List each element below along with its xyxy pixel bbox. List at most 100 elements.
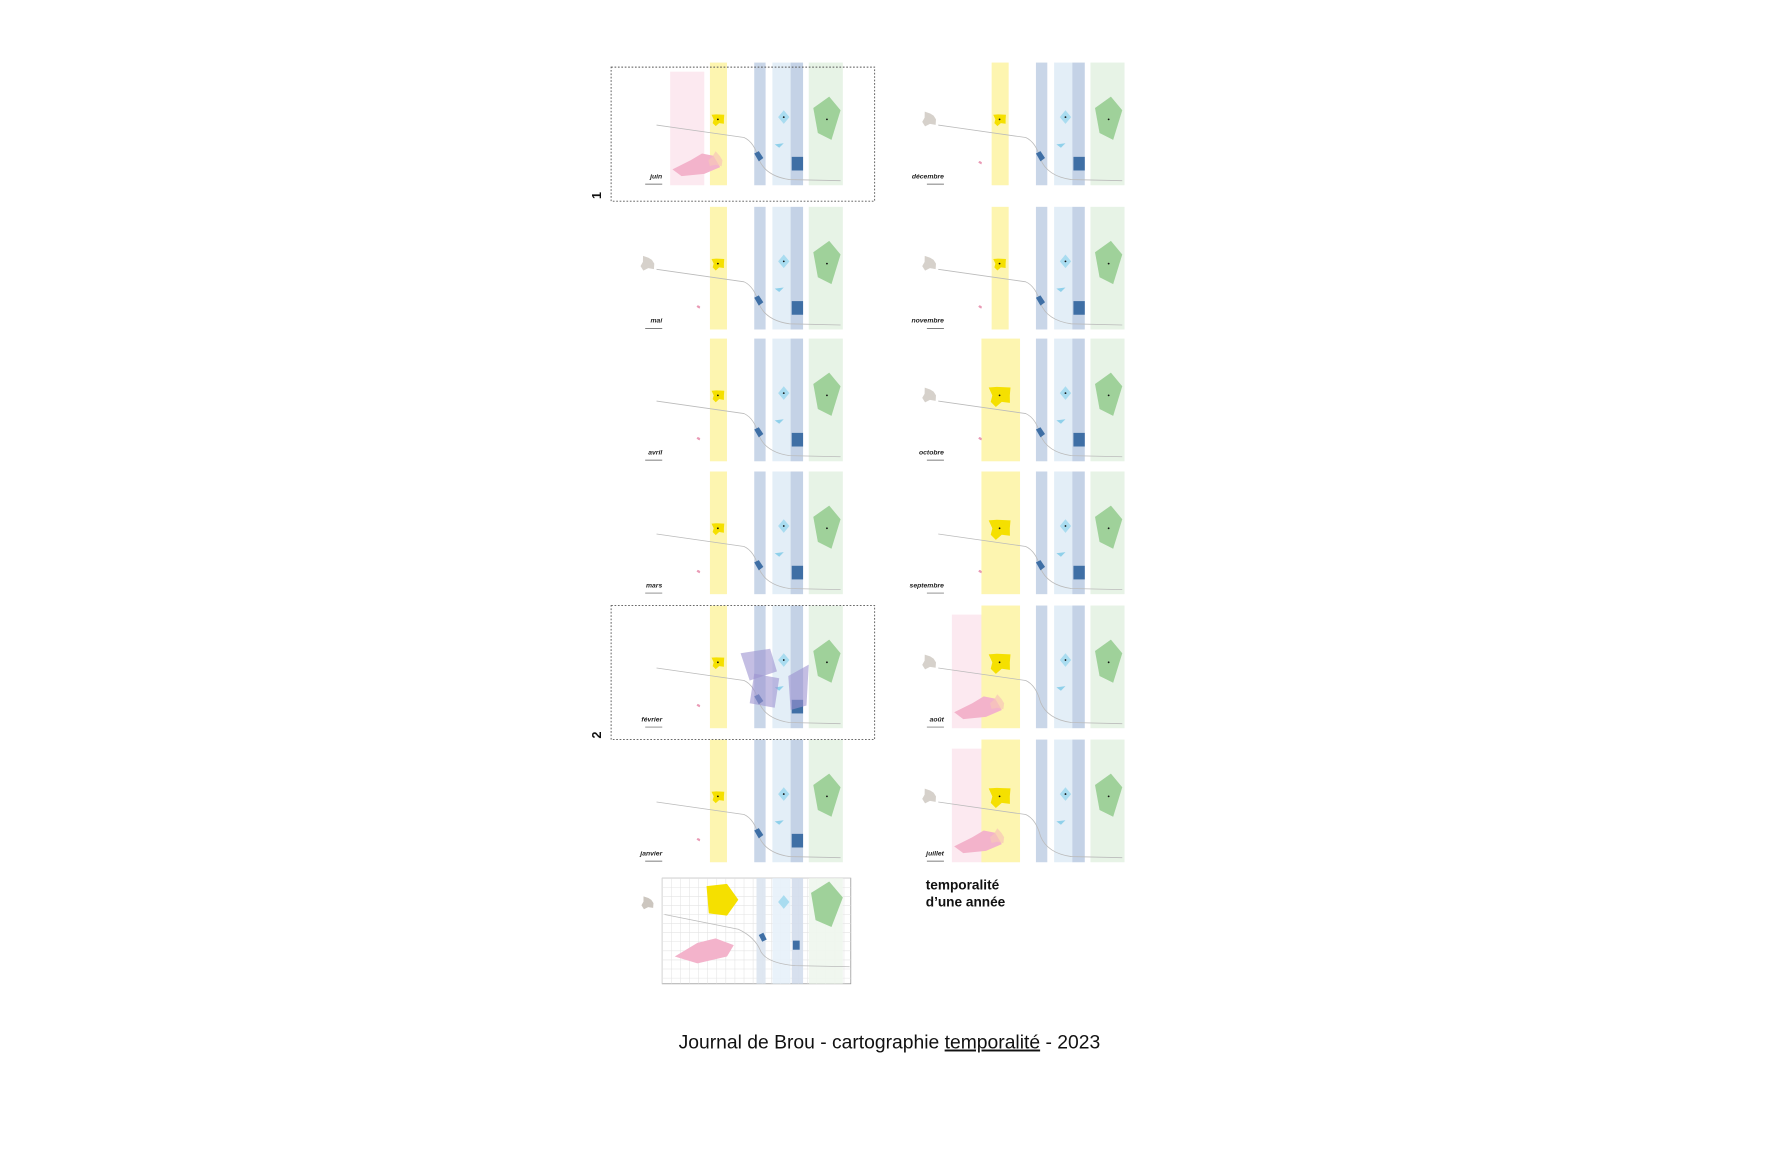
lightblue-band: [1054, 338, 1073, 462]
blue-band: [1072, 605, 1085, 729]
panel: août: [922, 605, 1125, 729]
cyan-dash: [1056, 419, 1066, 424]
point: [716, 394, 719, 397]
caption: Journal de Brou - cartographie temporali…: [679, 1033, 1101, 1054]
yellow-band: [991, 62, 1009, 186]
blue-band: [1072, 739, 1085, 863]
yellow-blob: [988, 787, 1011, 808]
lightblue-band: [772, 471, 791, 595]
green-poly: [813, 240, 841, 285]
cyan-dash: [774, 143, 784, 148]
cyan-dash: [1056, 552, 1066, 557]
yellow-blob: [711, 390, 725, 403]
route: [664, 914, 850, 968]
blue-band: [790, 471, 804, 595]
yellow-blob: [706, 883, 739, 916]
yellow-band: [709, 338, 727, 462]
pink-dot: [696, 305, 701, 309]
blue-band: [754, 338, 766, 462]
cyan-dash: [774, 419, 784, 424]
point: [1107, 527, 1110, 530]
point: [998, 118, 1001, 121]
point: [1064, 793, 1067, 796]
point: [826, 527, 828, 530]
pink-dot: [696, 837, 701, 842]
month-label: novembre: [911, 318, 944, 325]
blue-diamond: [1035, 295, 1046, 306]
panel: mars: [645, 471, 843, 595]
green-poly: [813, 639, 841, 683]
section-marker: 2: [590, 732, 604, 739]
green-poly: [813, 773, 841, 817]
blue-square: [791, 565, 804, 580]
frame: [610, 66, 876, 202]
blue-square: [1073, 301, 1085, 315]
blue-band: [1035, 471, 1048, 595]
point: [716, 795, 719, 798]
cyan-dash: [774, 552, 784, 557]
point: [1107, 262, 1110, 265]
grey-blob: [922, 255, 936, 271]
month-label: avril: [648, 449, 662, 456]
cyan-dash: [774, 820, 784, 825]
blue-square: [792, 940, 800, 950]
blue-square: [1073, 565, 1085, 580]
pink-dot: [978, 305, 982, 309]
yellow-blob: [988, 386, 1011, 407]
point: [1107, 795, 1110, 798]
panel: décembre: [912, 62, 1125, 186]
blue-diamond: [1035, 151, 1046, 162]
month-label: janvier: [639, 850, 662, 857]
point: [1064, 659, 1067, 661]
route: [938, 667, 1123, 725]
yellow-blob: [990, 828, 1005, 844]
lightblue-band: [772, 739, 791, 863]
month-label: septembre: [910, 582, 945, 589]
green-poly: [813, 505, 841, 549]
month-label: août: [930, 716, 945, 723]
blue-square: [1073, 156, 1085, 171]
blue-band: [1035, 206, 1048, 330]
caption-highlight: temporalité: [945, 1033, 1040, 1054]
pink-blob: [672, 153, 721, 177]
blue-band: [1072, 62, 1085, 186]
point: [782, 260, 785, 263]
pink-dot: [696, 703, 701, 708]
month-label: mai: [651, 318, 663, 325]
green-poly: [1095, 639, 1123, 683]
yellow-blob: [711, 523, 725, 536]
point: [998, 394, 1001, 397]
panel: janvier: [639, 739, 843, 863]
section-marker: 1: [590, 192, 604, 199]
blue-diamond: [754, 295, 764, 306]
blue-band: [790, 62, 804, 186]
grey-blob: [922, 387, 936, 403]
blue-band: [754, 206, 766, 330]
blue-band: [754, 62, 766, 186]
blue-band: [1035, 338, 1048, 462]
panel: juin: [645, 62, 843, 186]
green-poly: [811, 881, 843, 927]
yellow-blob: [711, 791, 725, 804]
lightblue-band: [1054, 739, 1073, 863]
panel: octobre: [919, 338, 1125, 462]
pink-dot: [696, 569, 701, 574]
pink-dot: [978, 160, 982, 165]
pink-blob: [954, 830, 1002, 854]
green-poly: [1095, 773, 1123, 817]
pink-dot: [696, 436, 701, 441]
blue-band: [754, 471, 766, 595]
blue-band: [790, 739, 804, 863]
yellow-band: [709, 739, 727, 863]
blue-diamond: [754, 427, 764, 438]
yellow-blob: [988, 519, 1011, 540]
pink-dot: [978, 436, 982, 441]
point: [826, 394, 828, 397]
blue-band: [1035, 605, 1048, 729]
panel: avril: [645, 338, 843, 462]
point: [716, 661, 719, 664]
lightblue-band: [772, 605, 791, 729]
panel: novembre: [911, 206, 1125, 330]
reference-map: [641, 877, 852, 985]
